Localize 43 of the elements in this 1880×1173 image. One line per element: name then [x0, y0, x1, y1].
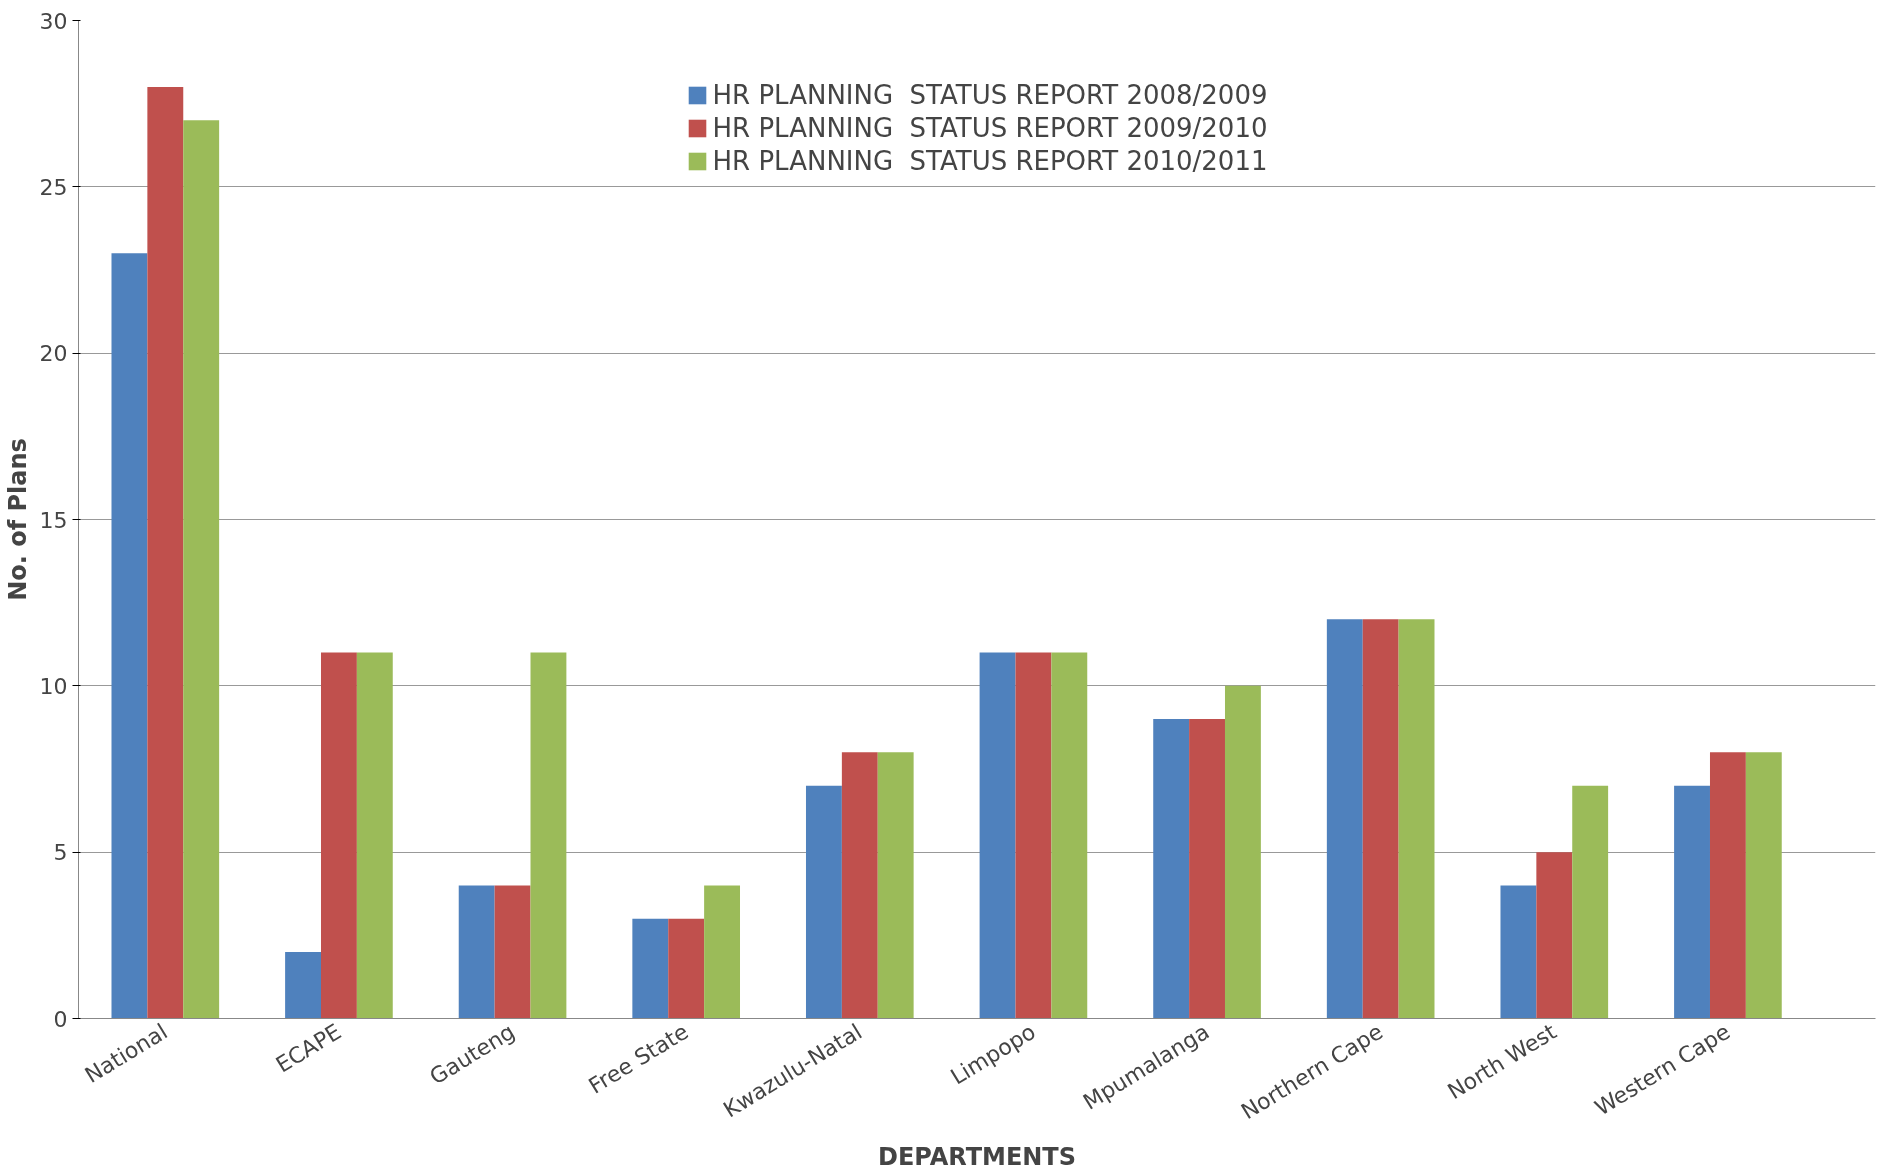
- bar: [1362, 619, 1399, 1019]
- y-tick-label: 10: [39, 673, 68, 699]
- bar: [1189, 719, 1225, 1019]
- bar: [285, 951, 321, 1019]
- y-tick-label: 5: [53, 840, 68, 866]
- x-tick-label: Free State: [584, 1018, 693, 1099]
- legend-label: HR PLANNING STATUS REPORT 2009/2010: [712, 113, 1268, 143]
- bar: [1398, 619, 1435, 1019]
- y-tick-label: 15: [39, 507, 68, 533]
- bar: [1536, 852, 1573, 1019]
- y-axis-title: No. of Plans: [3, 438, 32, 601]
- bar: [805, 785, 842, 1019]
- bar: [458, 885, 495, 1019]
- bar: [1709, 752, 1746, 1019]
- bar: [1051, 652, 1088, 1019]
- legend-label: HR PLANNING STATUS REPORT 2008/2009: [712, 80, 1268, 110]
- bar: [111, 253, 148, 1019]
- y-tick-label: 30: [39, 8, 68, 34]
- bar: [1572, 785, 1609, 1019]
- x-axis-title: DEPARTMENTS: [877, 1142, 1077, 1171]
- bar: [877, 752, 914, 1019]
- bar: [1153, 719, 1190, 1019]
- bar: [183, 120, 220, 1019]
- bar: [1015, 652, 1052, 1019]
- bar: [1500, 885, 1537, 1019]
- bar: [1326, 619, 1363, 1019]
- bar: [668, 918, 705, 1019]
- bar: [979, 652, 1016, 1019]
- bar: [494, 885, 531, 1019]
- y-tick-label: 0: [53, 1006, 68, 1032]
- bar: [632, 918, 669, 1019]
- legend-label: HR PLANNING STATUS REPORT 2010/2011: [712, 146, 1268, 176]
- y-tick-label: 25: [39, 174, 68, 200]
- bar: [704, 885, 740, 1019]
- bar: [147, 87, 184, 1019]
- bar: [1674, 785, 1710, 1019]
- bar: [320, 652, 357, 1019]
- bar: [530, 652, 567, 1019]
- bar: [1224, 685, 1261, 1019]
- bar: [356, 652, 393, 1019]
- bar: [1745, 752, 1782, 1019]
- y-tick-label: 20: [39, 341, 68, 367]
- bar: [841, 752, 878, 1019]
